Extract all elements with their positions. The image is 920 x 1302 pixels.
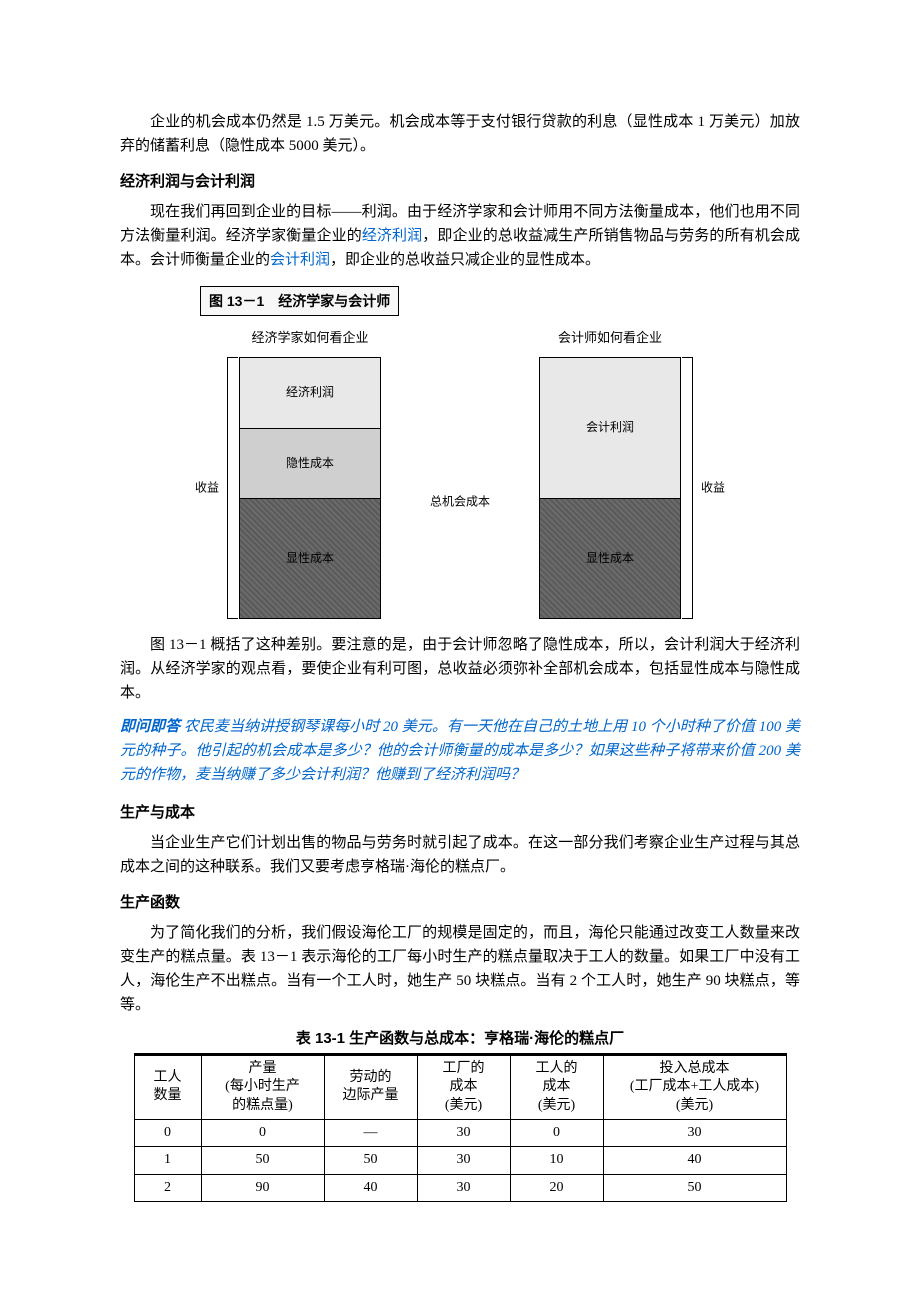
table-cell: 20 xyxy=(510,1174,603,1201)
table-cell: 40 xyxy=(603,1147,786,1174)
table-header-cell: 工厂的成本(美元) xyxy=(417,1055,510,1120)
stack-segment: 经济利润 xyxy=(240,358,380,427)
table-cell: 30 xyxy=(417,1174,510,1201)
table-header-cell: 工人的成本(美元) xyxy=(510,1055,603,1120)
table-row: 00—30030 xyxy=(134,1119,786,1146)
production-cost-paragraph: 当企业生产它们计划出售的物品与劳务时就引起了成本。在这一部分我们考察企业生产过程… xyxy=(120,831,800,879)
table-cell: 1 xyxy=(134,1147,201,1174)
heading-economic-vs-accounting-profit: 经济利润与会计利润 xyxy=(120,170,800,194)
heading-production-function: 生产函数 xyxy=(120,891,800,915)
figure-columns: 总机会成本 经济学家如何看企业 收益 经济利润隐性成本显性成本 会计师如何看企业… xyxy=(200,326,720,619)
table-cell: 0 xyxy=(201,1119,324,1146)
stack-segment: 隐性成本 xyxy=(240,428,380,498)
profit-paragraph: 现在我们再回到企业的目标——利润。由于经济学家和会计师用不同方法衡量成本，他们也… xyxy=(120,200,800,272)
term-economic-profit: 经济利润 xyxy=(362,228,422,244)
table-header-cell: 投入总成本(工厂成本+工人成本)(美元) xyxy=(603,1055,786,1120)
text: ，即企业的总收益只减企业的显性成本。 xyxy=(330,252,600,268)
total-opportunity-cost-label: 总机会成本 xyxy=(430,492,490,511)
table-cell: 50 xyxy=(324,1147,417,1174)
figure-title: 图 13－1 经济学家与会计师 xyxy=(200,286,399,316)
revenue-label-left: 收益 xyxy=(195,479,219,498)
table-cell: — xyxy=(324,1119,417,1146)
economist-stack: 经济利润隐性成本显性成本 xyxy=(239,357,381,619)
table-cell: 30 xyxy=(417,1147,510,1174)
table-caption: 表 13-1 生产函数与总成本：亨格瑞·海伦的糕点厂 xyxy=(120,1027,800,1051)
term-accounting-profit: 会计利润 xyxy=(270,252,330,268)
table-row: 29040302050 xyxy=(134,1174,786,1201)
table-cell: 2 xyxy=(134,1174,201,1201)
stack-segment: 显性成本 xyxy=(540,498,680,619)
table-header-cell: 劳动的边际产量 xyxy=(324,1055,417,1120)
stack-segment: 显性成本 xyxy=(240,498,380,618)
page: 企业的机会成本仍然是 1.5 万美元。机会成本等于支付银行贷款的利息（显性成本 … xyxy=(0,0,920,1262)
table-cell: 10 xyxy=(510,1147,603,1174)
table-header-cell: 工人数量 xyxy=(134,1055,201,1120)
table-row: 15050301040 xyxy=(134,1147,786,1174)
revenue-brace-right xyxy=(682,357,693,619)
table-cell: 90 xyxy=(201,1174,324,1201)
table-cell: 30 xyxy=(603,1119,786,1146)
heading-production-and-cost: 生产与成本 xyxy=(120,801,800,825)
revenue-brace-left xyxy=(227,357,238,619)
intro-paragraph: 企业的机会成本仍然是 1.5 万美元。机会成本等于支付银行贷款的利息（显性成本 … xyxy=(120,110,800,158)
qa-text: 农民麦当纳讲授钢琴课每小时 20 美元。有一天他在自己的土地上用 10 个小时种… xyxy=(120,719,800,783)
stack-segment: 会计利润 xyxy=(540,358,680,497)
quick-qa-block: 即问即答 农民麦当纳讲授钢琴课每小时 20 美元。有一天他在自己的土地上用 10… xyxy=(120,715,800,787)
table-cell: 0 xyxy=(134,1119,201,1146)
economist-column: 经济学家如何看企业 收益 经济利润隐性成本显性成本 xyxy=(200,326,420,619)
table-13-1: 工人数量产量(每小时生产的糕点量)劳动的边际产量工厂的成本(美元)工人的成本(美… xyxy=(134,1053,787,1202)
figure-explanation: 图 13－1 概括了这种差别。要注意的是，由于会计师忽略了隐性成本，所以，会计利… xyxy=(120,633,800,705)
table-cell: 30 xyxy=(417,1119,510,1146)
table-cell: 50 xyxy=(201,1147,324,1174)
production-function-paragraph: 为了简化我们的分析，我们假设海伦工厂的规模是固定的，而且，海伦只能通过改变工人数… xyxy=(120,921,800,1017)
revenue-label-right: 收益 xyxy=(701,479,725,498)
economist-col-label: 经济学家如何看企业 xyxy=(251,328,368,349)
accountant-stack: 会计利润显性成本 xyxy=(539,357,681,619)
table-cell: 50 xyxy=(603,1174,786,1201)
table-header-cell: 产量(每小时生产的糕点量) xyxy=(201,1055,324,1120)
figure-13-1: 图 13－1 经济学家与会计师 总机会成本 经济学家如何看企业 收益 经济利润隐… xyxy=(200,286,720,619)
accountant-col-label: 会计师如何看企业 xyxy=(558,328,662,349)
accountant-column: 会计师如何看企业 收益 会计利润显性成本 xyxy=(500,326,720,619)
table-cell: 0 xyxy=(510,1119,603,1146)
qa-label: 即问即答 xyxy=(120,718,180,735)
table-cell: 40 xyxy=(324,1174,417,1201)
